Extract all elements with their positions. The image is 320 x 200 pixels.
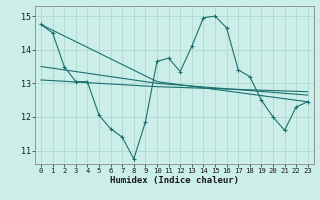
X-axis label: Humidex (Indice chaleur): Humidex (Indice chaleur) <box>110 176 239 185</box>
